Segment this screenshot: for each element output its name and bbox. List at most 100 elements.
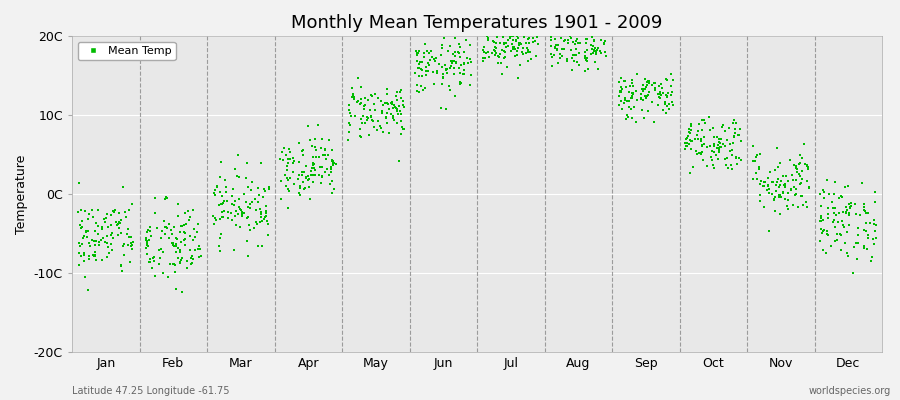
Point	[296, 185, 310, 192]
Point	[829, 212, 843, 218]
Point	[828, 223, 842, 230]
Point	[724, 166, 739, 173]
Point	[814, 215, 828, 221]
Point	[623, 83, 637, 90]
Point	[634, 96, 648, 102]
Point	[850, 240, 865, 246]
Point	[273, 156, 287, 162]
Point	[691, 128, 706, 134]
Point	[148, 210, 162, 216]
Point	[586, 42, 600, 49]
Point	[139, 244, 153, 251]
Point	[720, 155, 734, 162]
Point	[843, 200, 858, 207]
Point	[454, 79, 468, 86]
Point	[117, 209, 131, 216]
Point	[702, 114, 716, 121]
Point	[354, 84, 368, 91]
Point	[364, 116, 379, 123]
Point	[358, 120, 373, 126]
Point	[842, 212, 857, 218]
Point	[868, 227, 882, 234]
Point	[589, 49, 603, 55]
Point	[207, 215, 221, 221]
Point	[184, 254, 198, 261]
Point	[454, 61, 468, 68]
Point	[82, 256, 96, 262]
Point	[659, 76, 673, 82]
Point	[684, 127, 698, 133]
Point	[489, 40, 503, 46]
Point	[448, 60, 463, 66]
Point	[410, 58, 424, 64]
Point	[475, 47, 490, 54]
Point	[713, 144, 727, 150]
Point	[619, 98, 634, 104]
Point	[308, 136, 322, 142]
Point	[842, 205, 857, 212]
Point	[497, 54, 511, 61]
Point	[848, 201, 862, 207]
Point	[824, 243, 838, 250]
Point	[350, 99, 365, 105]
Point	[109, 219, 123, 226]
Point	[843, 203, 858, 209]
Point	[328, 160, 343, 167]
Point	[230, 173, 245, 180]
Point	[279, 174, 293, 181]
Point	[526, 32, 541, 38]
Point	[393, 95, 408, 102]
Point	[213, 230, 228, 237]
Point	[497, 40, 511, 47]
Point	[320, 166, 335, 172]
Point	[798, 199, 813, 206]
Point	[255, 242, 269, 249]
Point	[315, 174, 329, 181]
Point	[567, 58, 581, 64]
Point	[75, 241, 89, 247]
Point	[860, 234, 875, 241]
Point	[487, 38, 501, 45]
Point	[160, 194, 175, 201]
Point	[417, 50, 431, 56]
Point	[281, 160, 295, 166]
Point	[108, 207, 122, 213]
Point	[636, 86, 651, 92]
Point	[597, 41, 611, 47]
Point	[411, 65, 426, 72]
Point	[364, 113, 379, 120]
Point	[832, 195, 847, 201]
Point	[359, 117, 374, 124]
Point	[286, 160, 301, 166]
Point	[212, 248, 227, 254]
Point	[72, 262, 86, 268]
Point	[81, 252, 95, 259]
Point	[503, 35, 517, 41]
Point	[324, 166, 338, 172]
Point	[303, 137, 318, 143]
Point	[158, 231, 172, 237]
Point	[419, 64, 434, 70]
Point	[644, 99, 659, 105]
Point	[584, 21, 598, 27]
Point	[624, 95, 638, 101]
Point	[653, 80, 668, 87]
Point	[410, 50, 425, 57]
Point	[396, 126, 410, 132]
Point	[613, 89, 627, 95]
Point	[729, 155, 743, 161]
Point	[726, 140, 741, 146]
Point	[438, 106, 453, 112]
Point	[572, 62, 586, 68]
Point	[315, 136, 329, 142]
Point	[511, 45, 526, 51]
Point	[868, 222, 883, 228]
Point	[825, 219, 840, 225]
Point	[642, 77, 656, 84]
Point	[726, 134, 741, 140]
Point	[634, 95, 648, 102]
Point	[256, 216, 271, 222]
Point	[660, 94, 674, 101]
Point	[388, 92, 402, 99]
Point	[728, 120, 742, 126]
